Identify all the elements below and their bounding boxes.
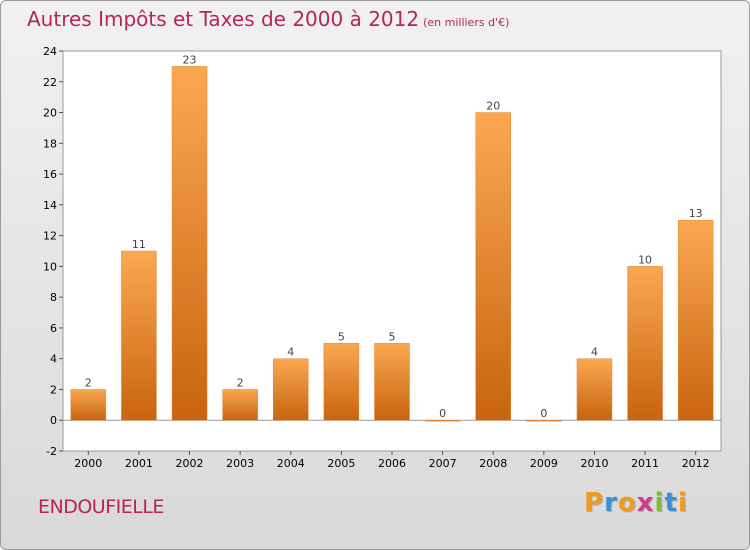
brand-letter: i	[654, 488, 665, 518]
bar-2011	[627, 266, 663, 421]
y-tick-label: 22	[43, 76, 57, 89]
y-tick-label: 18	[43, 137, 57, 150]
data-label-2004: 4	[287, 346, 294, 359]
brand-letter: x	[636, 488, 655, 518]
brand-letter: r	[604, 488, 618, 518]
y-tick-label: 8	[50, 291, 57, 304]
bar-2007	[424, 419, 461, 422]
x-tick-label-2000: 2000	[74, 457, 102, 470]
brand-logo: Proxiti	[584, 488, 688, 518]
bar-2012	[677, 219, 714, 421]
chart-unit: (en milliers d'€)	[423, 16, 510, 29]
x-tick-label-2005: 2005	[327, 457, 355, 470]
y-tick-label: 0	[50, 414, 57, 427]
data-label-2008: 20	[486, 100, 500, 113]
bar-2003	[222, 389, 258, 421]
bar-2000	[70, 389, 107, 421]
data-label-2012: 13	[689, 207, 703, 220]
x-tick-label-2012: 2012	[682, 457, 710, 470]
data-label-2000: 2	[85, 376, 92, 389]
data-label-2010: 4	[591, 346, 598, 359]
bar-2008	[475, 112, 511, 421]
bar-2001	[121, 250, 157, 421]
y-tick-label: 24	[43, 45, 57, 58]
brand-letter: i	[677, 488, 688, 518]
chart-title: Autres Impôts et Taxes de 2000 à 2012 (en…	[27, 7, 509, 31]
y-tick-label: 20	[43, 107, 57, 120]
bar-2010	[576, 358, 613, 421]
bar-2005	[323, 343, 360, 421]
y-tick-label: 10	[43, 260, 57, 273]
x-tick-label-2002: 2002	[176, 457, 204, 470]
x-tick-label-2009: 2009	[530, 457, 558, 470]
y-tick-label: 4	[50, 353, 57, 366]
data-label-2001: 11	[132, 238, 146, 251]
y-tick-label: 14	[43, 199, 57, 212]
x-tick-label-2010: 2010	[580, 457, 608, 470]
x-tick-label-2011: 2011	[631, 457, 659, 470]
x-tick-label-2006: 2006	[378, 457, 406, 470]
x-tick-label-2007: 2007	[429, 457, 457, 470]
y-tick-label: 12	[43, 230, 57, 243]
y-tick-label: 16	[43, 168, 57, 181]
bar-2006	[374, 343, 410, 421]
x-tick-label-2001: 2001	[125, 457, 153, 470]
bar-2002	[171, 66, 208, 421]
data-label-2007: 0	[439, 407, 446, 420]
x-tick-label-2008: 2008	[479, 457, 507, 470]
bar-2004	[273, 358, 309, 421]
bar-2009	[526, 419, 562, 422]
data-label-2002: 23	[183, 53, 197, 66]
commune-name: ENDOUFIELLE	[38, 496, 164, 518]
data-label-2011: 10	[638, 253, 652, 266]
data-label-2006: 5	[389, 330, 396, 343]
x-tick-label-2004: 2004	[277, 457, 305, 470]
brand-letter: o	[617, 488, 637, 518]
data-label-2009: 0	[540, 407, 547, 420]
y-tick-label: 2	[50, 383, 57, 396]
brand-letter: P	[584, 488, 605, 518]
data-label-2005: 5	[338, 330, 345, 343]
y-tick-label: 6	[50, 322, 57, 335]
chart-title-text: Autres Impôts et Taxes de 2000 à 2012	[27, 7, 420, 31]
data-label-2003: 2	[237, 376, 244, 389]
brand-letter: t	[664, 488, 678, 518]
y-tick-label: -2	[46, 445, 57, 458]
x-tick-label-2003: 2003	[226, 457, 254, 470]
